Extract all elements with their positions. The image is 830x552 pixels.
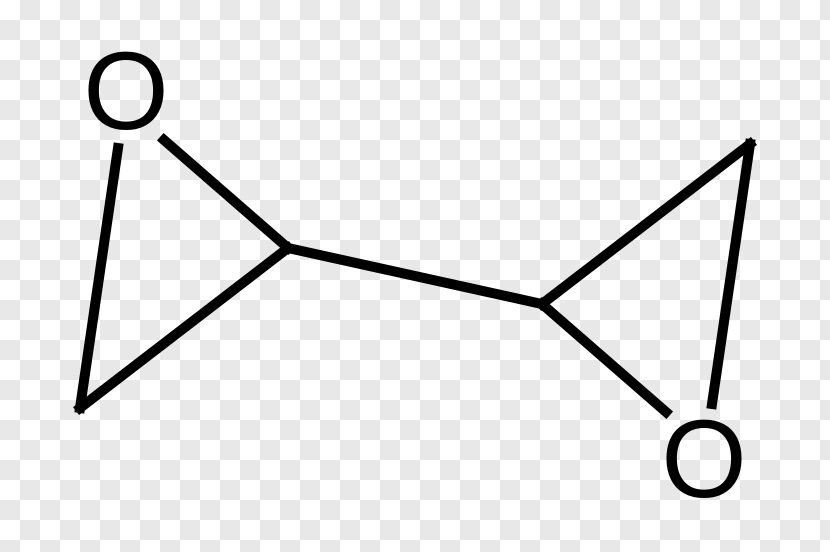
bonds-group [80, 140, 750, 412]
bond-line [80, 248, 288, 408]
bond-line [288, 248, 542, 304]
bond-line [712, 144, 750, 404]
atom-label-O2: O [661, 405, 747, 515]
bond-line [542, 144, 750, 304]
bond-line [80, 148, 118, 408]
bond-line [164, 140, 288, 248]
atom-label-O1: O [83, 37, 169, 147]
bond-line [542, 304, 666, 412]
